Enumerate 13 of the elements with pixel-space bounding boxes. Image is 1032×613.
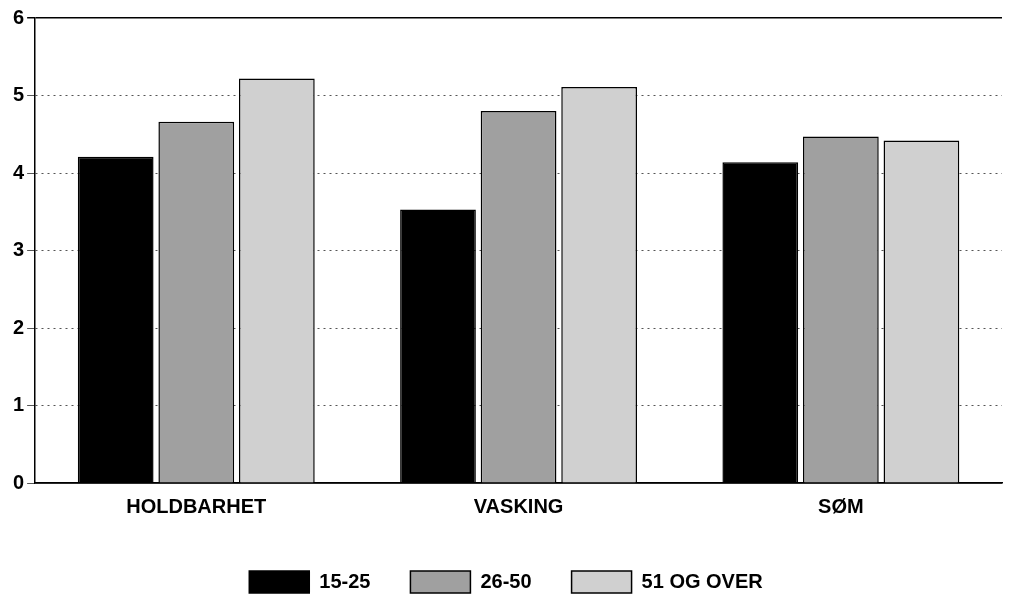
y-tick-label: 5 (13, 83, 25, 106)
y-tick-label: 2 (13, 315, 25, 338)
legend-label: 26-50 (480, 569, 532, 592)
legend-label: 51 OG OVER (641, 569, 764, 592)
y-tick-label: 1 (13, 393, 25, 416)
x-tick-label: HOLDBARHET (126, 494, 267, 517)
y-tick-label: 6 (13, 5, 25, 28)
legend-label: 15-25 (319, 569, 371, 592)
x-tick-label: VASKING (473, 494, 564, 517)
x-tick-label: SØM (818, 494, 864, 517)
y-tick-label: 0 (13, 470, 25, 493)
y-tick-label: 3 (13, 238, 25, 261)
y-tick-label: 4 (13, 160, 25, 183)
